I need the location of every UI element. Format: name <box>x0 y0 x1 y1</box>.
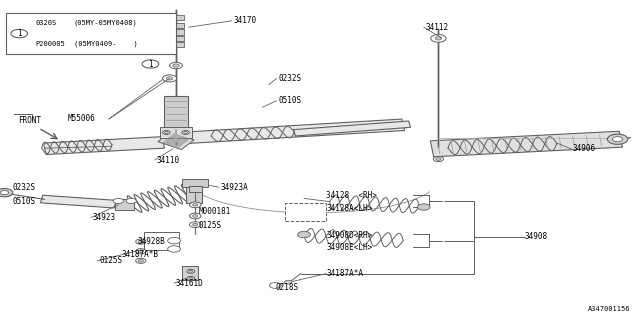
Text: 1: 1 <box>148 60 153 68</box>
Bar <box>168 23 184 28</box>
Bar <box>168 42 184 47</box>
Text: 34923: 34923 <box>93 213 116 222</box>
Circle shape <box>136 258 146 263</box>
Text: 34187A*A: 34187A*A <box>326 269 364 278</box>
Circle shape <box>607 134 628 144</box>
Text: 34187A*B: 34187A*B <box>122 250 159 259</box>
Circle shape <box>187 269 195 273</box>
Circle shape <box>284 280 292 284</box>
Text: 34128A<LH>: 34128A<LH> <box>326 204 372 212</box>
Bar <box>160 127 192 138</box>
Text: A347001156: A347001156 <box>588 306 630 312</box>
Text: 34110: 34110 <box>157 156 180 164</box>
Text: 34908: 34908 <box>525 232 548 241</box>
Bar <box>186 182 202 203</box>
Circle shape <box>142 60 159 68</box>
Polygon shape <box>188 119 404 143</box>
Text: 34170: 34170 <box>234 16 257 25</box>
Circle shape <box>182 131 189 134</box>
Polygon shape <box>44 137 164 155</box>
Text: 34923A: 34923A <box>221 183 248 192</box>
Circle shape <box>164 132 168 133</box>
Circle shape <box>170 62 182 69</box>
Text: M55006: M55006 <box>67 114 95 123</box>
Bar <box>6 13 176 54</box>
Circle shape <box>189 270 193 272</box>
Text: 0232S: 0232S <box>278 74 301 83</box>
Text: 34112: 34112 <box>426 23 449 32</box>
Circle shape <box>193 223 198 226</box>
Polygon shape <box>294 121 410 136</box>
Circle shape <box>417 204 430 210</box>
Polygon shape <box>430 131 623 157</box>
Circle shape <box>435 37 442 40</box>
Text: 34928B: 34928B <box>138 237 165 246</box>
Circle shape <box>189 222 201 228</box>
Circle shape <box>436 158 441 160</box>
Circle shape <box>189 213 201 219</box>
Circle shape <box>187 276 195 280</box>
Circle shape <box>173 64 179 67</box>
Circle shape <box>184 132 188 133</box>
Bar <box>115 199 134 210</box>
Bar <box>164 96 188 128</box>
Circle shape <box>168 237 180 244</box>
Circle shape <box>298 231 310 238</box>
Circle shape <box>166 77 173 80</box>
Bar <box>168 15 184 20</box>
Bar <box>285 203 326 221</box>
Circle shape <box>136 249 146 254</box>
Circle shape <box>189 277 193 279</box>
Circle shape <box>193 215 198 217</box>
Text: 0125S: 0125S <box>99 256 122 265</box>
Circle shape <box>1 190 9 195</box>
Text: 34906: 34906 <box>573 144 596 153</box>
Text: 1: 1 <box>17 29 22 38</box>
Bar <box>189 186 202 192</box>
Text: 34128  <RH>: 34128 <RH> <box>326 191 377 200</box>
Circle shape <box>189 202 201 208</box>
Circle shape <box>136 239 146 244</box>
Bar <box>144 232 179 250</box>
Text: (05MY0409-    ): (05MY0409- ) <box>74 41 138 47</box>
Text: 0232S: 0232S <box>13 183 36 192</box>
Circle shape <box>138 240 143 243</box>
Text: FRONT: FRONT <box>18 116 41 124</box>
Text: M000181: M000181 <box>198 207 231 216</box>
Text: 0510S: 0510S <box>278 96 301 105</box>
Polygon shape <box>158 132 194 149</box>
Circle shape <box>113 198 124 204</box>
Text: P200005: P200005 <box>35 41 65 47</box>
Text: 34908E<LH>: 34908E<LH> <box>326 244 372 252</box>
Circle shape <box>0 188 13 197</box>
Circle shape <box>612 137 623 142</box>
Bar <box>168 36 184 41</box>
Text: 0125S: 0125S <box>198 221 221 230</box>
Circle shape <box>433 156 444 162</box>
Text: 0218S: 0218S <box>275 284 298 292</box>
Circle shape <box>193 204 198 206</box>
Polygon shape <box>40 195 116 208</box>
Text: 0320S: 0320S <box>35 20 56 26</box>
Bar <box>182 266 198 280</box>
Circle shape <box>269 283 281 288</box>
Circle shape <box>11 29 28 38</box>
Circle shape <box>163 75 177 82</box>
Circle shape <box>126 198 136 204</box>
Bar <box>182 179 208 187</box>
Bar <box>168 29 184 35</box>
Circle shape <box>431 35 446 42</box>
Text: 34161D: 34161D <box>176 279 204 288</box>
Text: 34908D<RH>: 34908D<RH> <box>326 231 372 240</box>
Circle shape <box>138 260 143 262</box>
Text: (05MY-05MY0408): (05MY-05MY0408) <box>74 20 138 27</box>
Circle shape <box>138 250 143 252</box>
Circle shape <box>163 131 170 134</box>
Circle shape <box>168 246 180 252</box>
Text: 0510S: 0510S <box>13 197 36 206</box>
